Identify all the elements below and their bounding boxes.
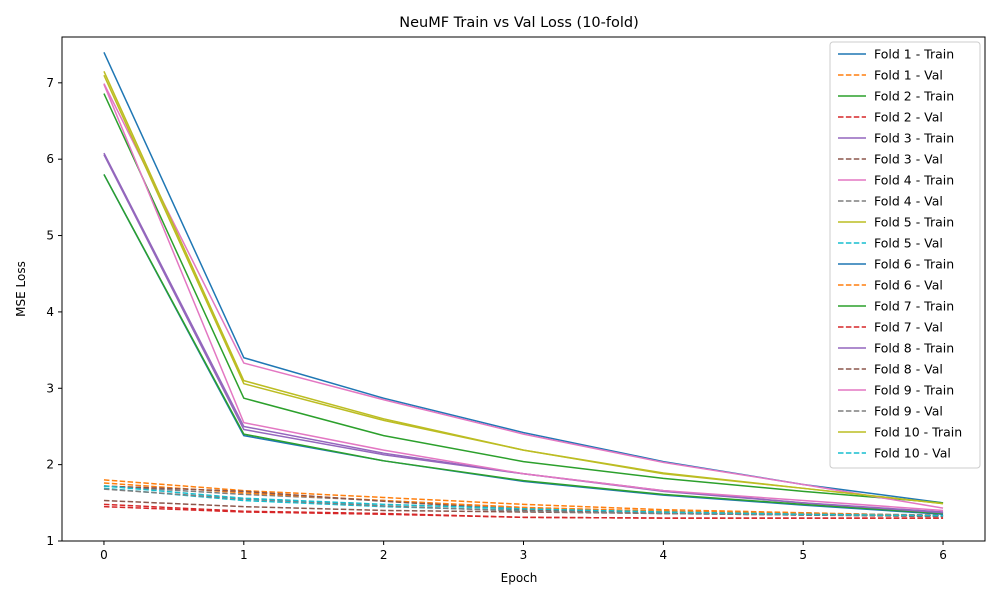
legend-box: [829, 41, 981, 469]
series-line-13: [103, 174, 944, 515]
x-tick-label: 6: [939, 548, 947, 562]
y-tick-label: 7: [46, 76, 54, 90]
x-axis: 0 1 2 3 4 5 6: [100, 541, 947, 562]
y-tick-label: 5: [46, 229, 54, 243]
series-line-18: [103, 488, 944, 517]
legend-entry: Fold 5 - Val: [874, 236, 943, 251]
series-line-9: [103, 71, 944, 505]
x-tick-label: 5: [799, 548, 807, 562]
series-line-7: [103, 83, 944, 509]
series-line-19: [103, 74, 944, 505]
x-tick-label: 0: [100, 548, 108, 562]
series-line-1: [103, 51, 944, 504]
legend-entry: Fold 10 - Train: [874, 425, 962, 440]
legend-entry: Fold 9 - Train: [874, 383, 954, 398]
legend-entry: Fold 10 - Val: [874, 446, 951, 461]
legend-entry: Fold 6 - Val: [874, 278, 943, 293]
y-axis: 1 2 3 4 5 6 7: [46, 76, 62, 548]
y-axis-label: MSE Loss: [14, 261, 28, 317]
series-line-5: [103, 152, 944, 513]
series-line-20: [103, 485, 944, 517]
series-line-11: [103, 174, 944, 516]
series-line-3: [103, 93, 944, 504]
x-tick-label: 1: [240, 548, 248, 562]
legend-entry: Fold 9 - Val: [874, 404, 943, 419]
legend-entry: Fold 8 - Train: [874, 341, 954, 356]
x-axis-label: Epoch: [501, 571, 538, 585]
legend-entry: Fold 3 - Train: [874, 131, 954, 146]
x-tick-label: 3: [520, 548, 528, 562]
series-line-12: [103, 482, 944, 517]
legend-entry: Fold 1 - Train: [874, 47, 954, 62]
legend-entry: Fold 4 - Val: [874, 194, 943, 209]
series-line-2: [103, 479, 944, 517]
y-tick-label: 3: [46, 381, 54, 395]
plot-lines: [103, 51, 944, 519]
x-tick-label: 4: [660, 548, 668, 562]
y-tick-label: 1: [46, 534, 54, 548]
x-tick-label: 2: [380, 548, 388, 562]
series-line-17: [103, 84, 944, 512]
legend-entry: Fold 6 - Train: [874, 257, 954, 272]
y-tick-label: 6: [46, 152, 54, 166]
legend-entry: Fold 7 - Train: [874, 299, 954, 314]
legend-entry: Fold 3 - Val: [874, 152, 943, 167]
legend-entry: Fold 8 - Val: [874, 362, 943, 377]
legend-entry: Fold 2 - Val: [874, 110, 943, 125]
legend: Fold 1 - Train Fold 1 - Val Fold 2 - Train…: [829, 41, 981, 469]
legend-entry: Fold 4 - Train: [874, 173, 954, 188]
y-tick-label: 4: [46, 305, 54, 319]
legend-entry: Fold 1 - Val: [874, 68, 943, 83]
legend-entry: Fold 2 - Train: [874, 89, 954, 104]
chart-title: NeuMF Train vs Val Loss (10-fold): [399, 15, 639, 31]
legend-entry: Fold 7 - Val: [874, 320, 943, 335]
y-tick-label: 2: [46, 458, 54, 472]
series-line-14: [103, 505, 944, 519]
legend-entry: Fold 5 - Train: [874, 215, 954, 230]
